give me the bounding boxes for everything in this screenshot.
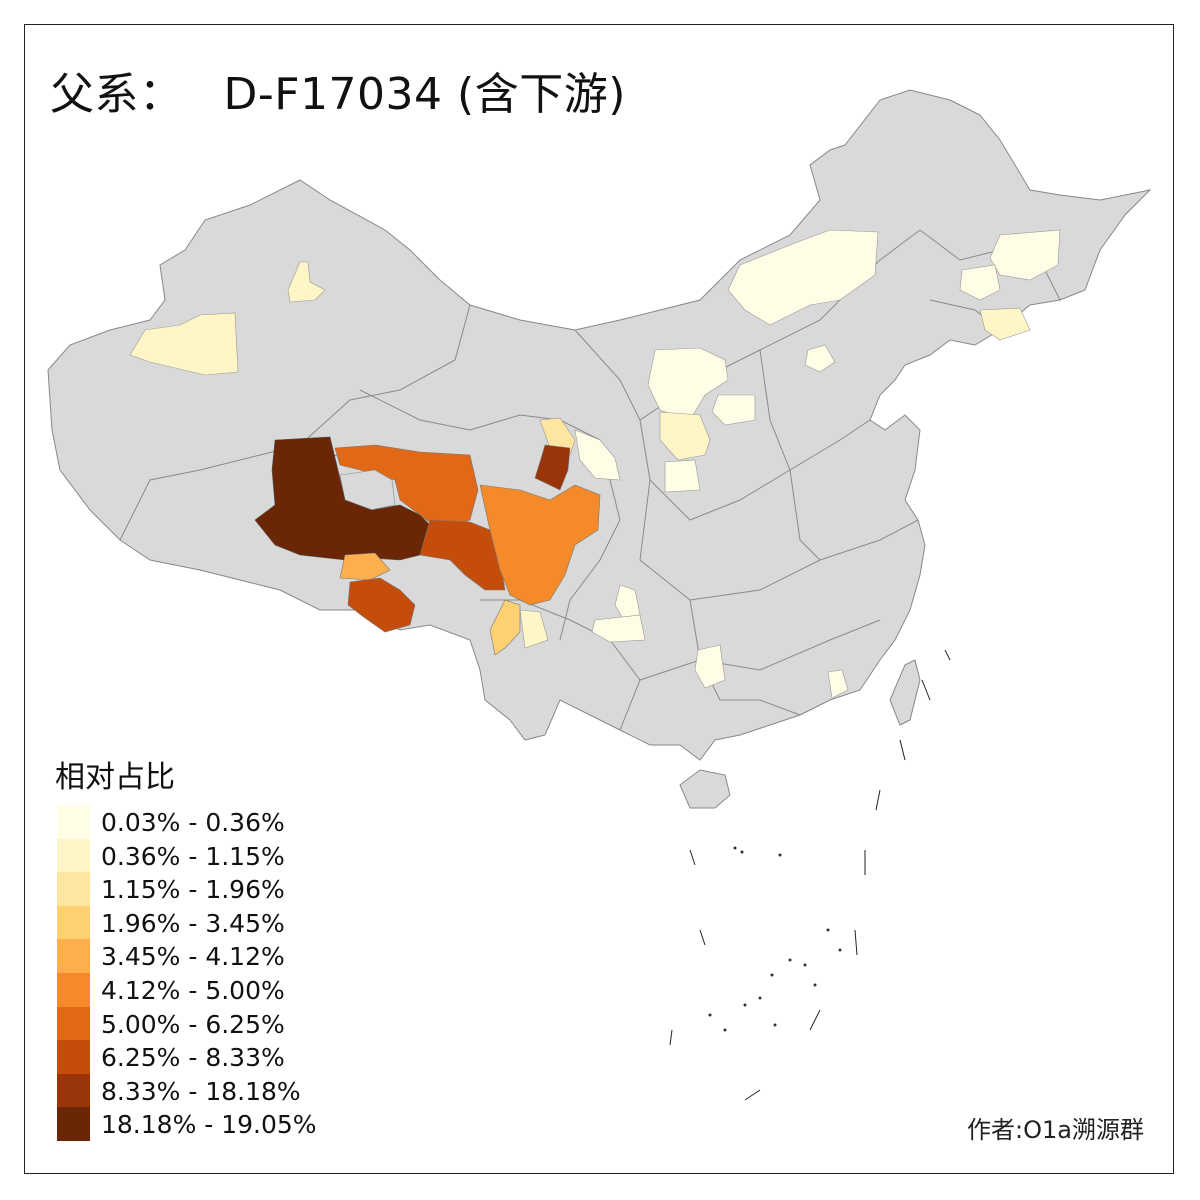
island-dots <box>708 846 842 1032</box>
island-dot <box>788 958 792 962</box>
border-gansu-qinghai <box>359 389 601 441</box>
region-shanxi-center <box>659 411 711 461</box>
island-dot <box>723 1028 727 1032</box>
legend-label: 1.15% - 1.96% <box>101 875 285 905</box>
region-jilin <box>989 229 1061 281</box>
border-central-4 <box>759 349 821 561</box>
island-dash-10 <box>669 1029 673 1046</box>
region-west-xinjiang <box>129 312 239 376</box>
legend-label: 5.00% - 6.25% <box>101 1009 285 1039</box>
region-yunnan-small <box>519 609 549 649</box>
legend-item: 4.12% - 5.00% <box>57 973 357 1007</box>
region-chamdo <box>419 519 506 591</box>
region-yunnan-northwest <box>489 599 521 656</box>
legend-label: 6.25% - 8.33% <box>101 1043 285 1073</box>
legend-label: 0.36% - 1.15% <box>101 841 285 871</box>
region-gansu-dark <box>534 444 571 491</box>
region-tibet-south <box>347 577 416 633</box>
legend-label: 0.03% - 0.36% <box>101 808 285 837</box>
legend-item: 8.33% - 18.18% <box>57 1073 357 1108</box>
legend-item: 0.36% - 1.15% <box>57 838 357 873</box>
mainland-china <box>47 89 1152 761</box>
island-dot <box>773 1023 777 1027</box>
map-title: 父系： D-F17034 (含下游) <box>50 58 626 122</box>
legend-label: 8.33% - 18.18% <box>101 1076 301 1106</box>
region-guizhou-north <box>591 614 646 643</box>
legend-swatch <box>57 838 90 873</box>
island-dot <box>740 850 744 854</box>
hainan-island <box>679 769 731 809</box>
border-central-2 <box>639 479 919 601</box>
border-central-3 <box>689 599 881 671</box>
region-gansu-middle <box>574 429 621 481</box>
island-dot <box>826 928 830 932</box>
region-henan-west <box>664 459 701 493</box>
island-dot <box>778 853 782 857</box>
legend-swatch <box>57 973 90 1007</box>
island-dash-7 <box>744 1089 761 1101</box>
title-prefix: 父系： <box>50 69 184 120</box>
legend-swatch <box>57 905 90 940</box>
legend-item: 18.18% - 19.05% <box>57 1107 357 1141</box>
island-dot <box>758 996 762 1000</box>
island-dot <box>813 983 817 987</box>
legend-swatch <box>57 805 90 839</box>
legend-item: 3.45% - 4.12% <box>57 939 357 973</box>
region-shanxi-east <box>711 394 756 426</box>
island-dot <box>770 973 774 977</box>
taiwan-island <box>889 659 921 726</box>
map-frame <box>24 24 1174 1174</box>
island-dash-3 <box>875 789 881 811</box>
legend-swatch <box>57 1040 90 1074</box>
legend-item: 1.15% - 1.96% <box>57 872 357 906</box>
legend-swatch <box>57 1073 90 1108</box>
island-dash-1 <box>921 679 931 701</box>
legend-swatch <box>57 1006 90 1041</box>
region-ningxia-west <box>539 417 576 456</box>
island-dash-8 <box>699 929 706 946</box>
border-south <box>639 659 801 716</box>
island-dash-2 <box>899 739 906 761</box>
island-dash-5 <box>854 929 858 956</box>
island-dash-11 <box>944 649 951 661</box>
south-china-sea-islands <box>669 649 951 1101</box>
region-hunan-small <box>694 644 726 689</box>
region-fujian-south <box>827 669 849 699</box>
legend-swatch <box>57 872 90 906</box>
region-north-xinjiang-small <box>287 261 326 303</box>
legend-item: 5.00% - 6.25% <box>57 1006 357 1041</box>
region-shanxi-north <box>647 347 729 421</box>
region-beijing-hebei <box>804 344 836 373</box>
region-tibet-darkest <box>254 436 436 561</box>
legend-label: 18.18% - 19.05% <box>101 1110 317 1140</box>
island-dash-9 <box>689 849 696 866</box>
legend-swatch <box>57 1107 90 1141</box>
legend-item: 6.25% - 8.33% <box>57 1040 357 1074</box>
region-sichuan-west <box>479 484 601 606</box>
island-dash-6 <box>809 1009 821 1031</box>
border-yunnan-north <box>480 599 641 731</box>
border-sichuan-east <box>559 439 621 641</box>
legend-label: 4.12% - 5.00% <box>101 976 285 1005</box>
island-dot <box>803 963 807 967</box>
legend-label: 1.96% - 3.45% <box>101 908 285 938</box>
region-inner-mongolia-east <box>727 229 879 326</box>
island-dot <box>733 846 737 850</box>
legend-title: 相对占比 <box>55 760 175 795</box>
legend-item: 0.03% - 0.36% <box>57 805 357 839</box>
region-liaoning-south <box>979 307 1031 341</box>
author-credit: 作者:O1a溯源群 <box>967 1116 1144 1144</box>
island-dot <box>838 948 842 952</box>
island-dot <box>708 1013 712 1017</box>
island-dot <box>743 1003 747 1007</box>
region-tibet-south-yellow <box>339 552 391 581</box>
legend-item: 1.96% - 3.45% <box>57 905 357 940</box>
legend-swatch <box>57 939 90 973</box>
legend-label: 3.45% - 4.12% <box>101 942 285 972</box>
title-haplogroup: D-F17034 (含下游) <box>223 69 626 120</box>
region-liaoning-west <box>959 264 1001 301</box>
